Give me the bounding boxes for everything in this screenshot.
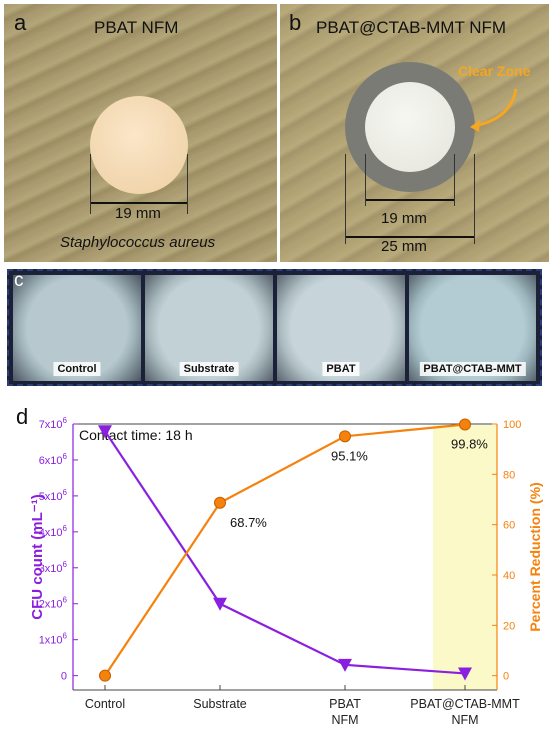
panel-b-letter: b xyxy=(289,10,302,35)
left-axis-title: CFU count (mL⁻¹) xyxy=(29,494,46,619)
left-tick-label: 3x106 xyxy=(39,560,68,575)
dish-label-control: Control xyxy=(53,362,101,376)
cfu-series-line xyxy=(104,430,466,675)
reduction-data-label: 95.1% xyxy=(331,448,368,463)
dimension-tick-left-a xyxy=(90,154,91,214)
reduction-series-line xyxy=(104,423,466,677)
panel-a-title: PBAT NFM xyxy=(94,18,179,37)
right-tick-label: 0 xyxy=(503,671,509,683)
pbat-ctab-mmt-disc xyxy=(365,82,455,172)
x-category-label: Substrate xyxy=(193,697,247,711)
panel-a-dimension: 19 mm xyxy=(115,205,161,222)
reduction-data-label: 99.8% xyxy=(451,437,488,452)
panel-b-photo xyxy=(280,4,549,262)
cfu-point xyxy=(338,658,352,672)
reduction-data-label: 68.7% xyxy=(230,515,267,530)
dimension-tick-right-a xyxy=(187,154,188,214)
clear-zone-arrow-icon xyxy=(470,88,518,132)
dimension-arrow-a xyxy=(90,202,188,204)
dish-pbat-ctab-mmt: PBAT@CTAB-MMT xyxy=(409,275,536,381)
left-tick-label: 5x106 xyxy=(39,488,68,503)
dimension-tick-left-b-outer xyxy=(345,154,346,244)
reduction-point xyxy=(459,418,471,431)
x-category-label: NFM xyxy=(331,713,358,727)
x-category-label: PBAT xyxy=(329,697,361,711)
highlight-column xyxy=(433,425,497,690)
cfu-point xyxy=(98,425,112,439)
panel-a-letter: a xyxy=(14,10,27,35)
left-tick-label: 4x106 xyxy=(39,524,68,539)
reduction-point xyxy=(214,496,226,509)
x-category-label: NFM xyxy=(451,713,478,727)
dimension-tick-right-b-outer xyxy=(474,154,475,244)
panel-d-letter: d xyxy=(16,404,29,429)
left-tick-label: 6x106 xyxy=(39,452,68,467)
contact-time-annotation: Contact time: 18 h xyxy=(79,427,193,443)
panel-b-title: PBAT@CTAB-MMT NFM xyxy=(316,18,507,37)
reduction-point xyxy=(339,430,351,443)
left-tick-label: 7x106 xyxy=(39,416,68,431)
panel-a-photo xyxy=(4,4,277,262)
reduction-point xyxy=(99,669,111,682)
dish-control: Control xyxy=(13,275,141,381)
cfu-reduction-chart: 0 1x106 2x106 3x106 4x106 5x106 6x106 7x106 0 20 4… xyxy=(29,416,543,727)
panel-b-outer-dimension: 25 mm xyxy=(381,238,427,255)
cfu-point xyxy=(458,667,472,681)
right-tick-label: 60 xyxy=(503,520,515,532)
left-tick-label: 0 xyxy=(61,671,67,683)
clear-zone-label: Clear Zone xyxy=(458,63,531,79)
pbat-nfm-disc xyxy=(90,96,188,194)
panel-a-organism: Staphylococcus aureus xyxy=(60,234,216,251)
x-category-label: PBAT@CTAB-MMT xyxy=(410,697,520,711)
dish-pbat: PBAT xyxy=(277,275,405,381)
dish-substrate: Substrate xyxy=(145,275,273,381)
left-tick-label: 2x106 xyxy=(39,596,68,611)
dish-label-pbat-ctab-mmt: PBAT@CTAB-MMT xyxy=(419,362,526,376)
dimension-arrow-b-outer xyxy=(345,236,475,238)
x-category-label: Control xyxy=(85,697,125,711)
panel-b-inner-dimension: 19 mm xyxy=(381,210,427,227)
right-tick-label: 100 xyxy=(503,419,521,431)
dish-label-substrate: Substrate xyxy=(179,362,239,376)
panel-c-letter: c xyxy=(14,270,24,291)
left-tick-label: 1x106 xyxy=(39,632,68,647)
dimension-tick-right-b-inner xyxy=(454,154,455,206)
right-tick-label: 20 xyxy=(503,620,515,632)
panel-c-dishes: Control Substrate PBAT PBAT@CTAB-MMT xyxy=(7,269,542,386)
dish-label-pbat: PBAT xyxy=(322,362,360,376)
dimension-tick-left-b-inner xyxy=(365,154,366,206)
right-tick-label: 40 xyxy=(503,570,515,582)
right-axis-title: Percent Reduction (%) xyxy=(527,482,543,631)
cfu-point xyxy=(213,597,227,611)
right-tick-label: 80 xyxy=(503,469,515,481)
dimension-arrow-b-inner xyxy=(365,199,455,201)
